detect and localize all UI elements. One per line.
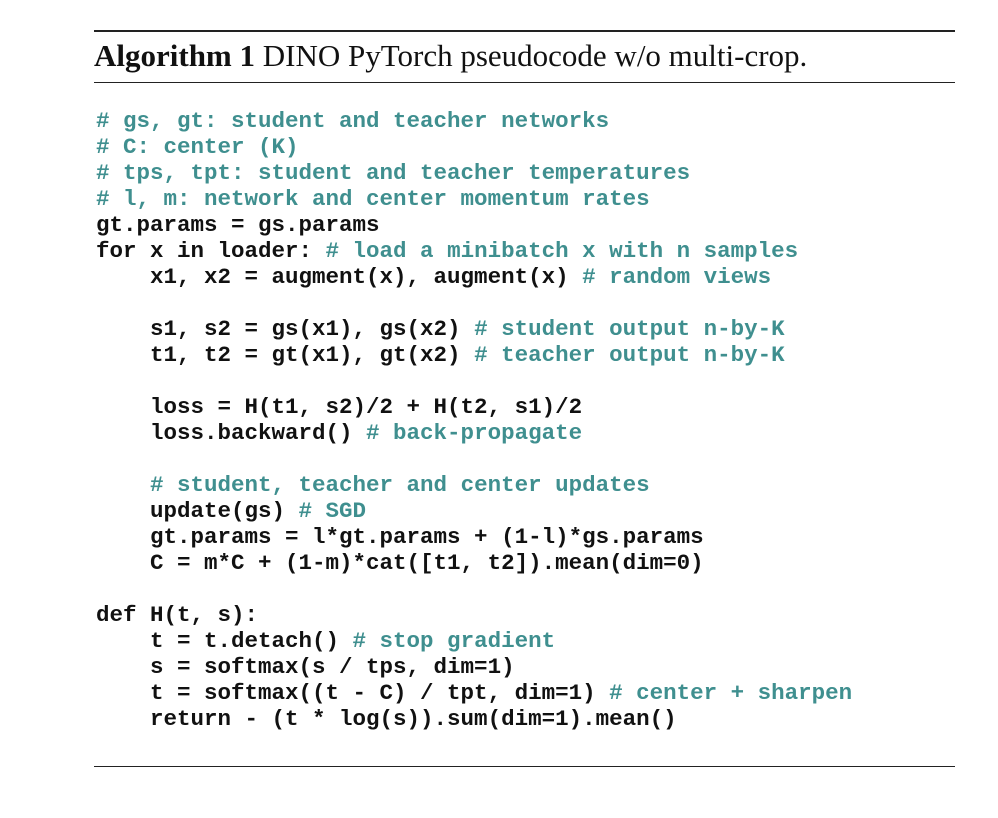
code-line	[96, 576, 852, 602]
code-text: t = t.detach()	[96, 628, 353, 654]
code-comment: # teacher output n-by-K	[474, 342, 785, 368]
code-line: gt.params = l*gt.params + (1-l)*gs.param…	[96, 524, 852, 550]
code-line: # C: center (K)	[96, 134, 852, 160]
code-text: loss.backward()	[96, 420, 367, 446]
code-text: C = m*C + (1-m)*cat([t1, t2]).mean(dim=0…	[96, 550, 704, 576]
code-comment: # center + sharpen	[609, 680, 853, 706]
bottom-rule	[94, 766, 955, 767]
code-line: t1, t2 = gt(x1), gt(x2) # teacher output…	[96, 342, 852, 368]
code-line	[96, 290, 852, 316]
pseudocode-block: # gs, gt: student and teacher networks # …	[96, 108, 852, 732]
code-text: t1, t2 = gt(x1), gt(x2)	[96, 342, 475, 368]
code-line: gt.params = gs.params	[96, 212, 852, 238]
code-comment: # C: center (K)	[96, 134, 299, 160]
code-text: gt.params = gs.params	[96, 212, 380, 238]
code-line: s1, s2 = gs(x1), gs(x2) # student output…	[96, 316, 852, 342]
code-comment: # load a minibatch x with n samples	[325, 238, 799, 264]
code-line: # l, m: network and center momentum rate…	[96, 186, 852, 212]
code-line: def H(t, s):	[96, 602, 852, 628]
code-line: x1, x2 = augment(x), augment(x) # random…	[96, 264, 852, 290]
algorithm-caption: Algorithm 1 DINO PyTorch pseudocode w/o …	[94, 32, 955, 76]
code-line: return - (t * log(s)).sum(dim=1).mean()	[96, 706, 852, 732]
code-text: s1, s2 = gs(x1), gs(x2)	[96, 316, 475, 342]
code-comment: # random views	[582, 264, 772, 290]
code-line: loss = H(t1, s2)/2 + H(t2, s1)/2	[96, 394, 852, 420]
code-text: return - (t * log(s)).sum(dim=1).mean()	[96, 706, 677, 732]
algorithm-box: Algorithm 1 DINO PyTorch pseudocode w/o …	[94, 30, 955, 83]
algorithm-title: DINO PyTorch pseudocode w/o multi-crop.	[255, 38, 808, 73]
code-text: s = softmax(s / tps, dim=1)	[96, 654, 515, 680]
code-line: t = softmax((t - C) / tpt, dim=1) # cent…	[96, 680, 852, 706]
code-line: loss.backward() # back-propagate	[96, 420, 852, 446]
code-text: loss = H(t1, s2)/2 + H(t2, s1)/2	[96, 394, 583, 420]
code-line: t = t.detach() # stop gradient	[96, 628, 852, 654]
code-comment: # tps, tpt: student and teacher temperat…	[96, 160, 691, 186]
code-line: s = softmax(s / tps, dim=1)	[96, 654, 852, 680]
code-text: update(gs)	[96, 498, 299, 524]
top-rule	[94, 30, 955, 32]
code-comment: # stop gradient	[352, 628, 556, 654]
code-text: for x in loader:	[96, 238, 326, 264]
code-line	[96, 368, 852, 394]
code-line: for x in loader: # load a minibatch x wi…	[96, 238, 852, 264]
code-line: # gs, gt: student and teacher networks	[96, 108, 852, 134]
code-comment: # gs, gt: student and teacher networks	[96, 108, 610, 134]
code-comment: # student, teacher and center updates	[150, 472, 650, 498]
code-line: C = m*C + (1-m)*cat([t1, t2]).mean(dim=0…	[96, 550, 852, 576]
code-line	[96, 446, 852, 472]
code-comment: # student output n-by-K	[474, 316, 785, 342]
code-line: # tps, tpt: student and teacher temperat…	[96, 160, 852, 186]
code-comment: # back-propagate	[366, 420, 583, 446]
code-text: t = softmax((t - C) / tpt, dim=1)	[96, 680, 610, 706]
caption-rule	[94, 82, 955, 83]
code-text: x1, x2 = augment(x), augment(x)	[96, 264, 583, 290]
algorithm-label: Algorithm 1	[94, 38, 256, 73]
code-line: # student, teacher and center updates	[96, 472, 852, 498]
code-comment: # l, m: network and center momentum rate…	[96, 186, 650, 212]
code-line: update(gs) # SGD	[96, 498, 852, 524]
code-text: gt.params = l*gt.params + (1-l)*gs.param…	[96, 524, 704, 550]
code-text: def H(t, s):	[96, 602, 259, 628]
code-comment: # SGD	[298, 498, 367, 524]
